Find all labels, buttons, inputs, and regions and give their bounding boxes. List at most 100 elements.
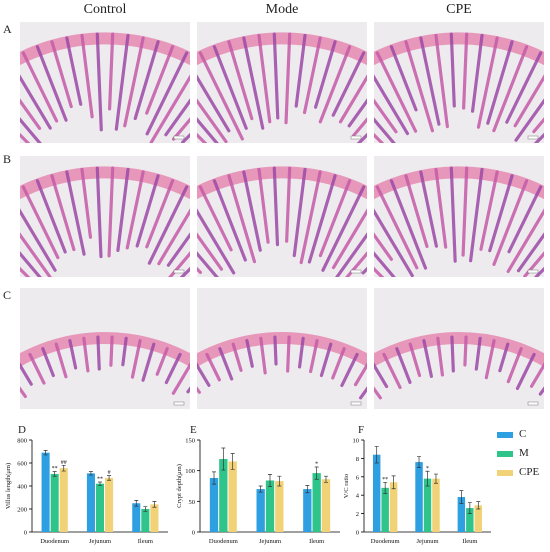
micrograph-image (20, 288, 190, 409)
y-tick-label: 6 (356, 474, 360, 481)
bar-c-duodenum (209, 478, 219, 532)
bar-cpe-jejunum (432, 478, 440, 532)
y-tick-label: 150 (185, 438, 195, 445)
bar-cpe-ileum (150, 504, 159, 532)
micrograph-image (197, 156, 367, 277)
x-tick-label: Ileum (138, 538, 153, 545)
bar-c-jejunum (86, 473, 95, 532)
bar-m-ileum (466, 508, 474, 532)
error-bar (107, 475, 112, 481)
error-bar (391, 475, 396, 490)
micrograph-a-cpe (374, 22, 544, 143)
legend-label-c: C (519, 428, 527, 440)
error-bar (258, 485, 263, 493)
bar-cpe-duodenum (389, 482, 398, 532)
error-bar (221, 447, 226, 471)
y-tick-label: 0 (192, 530, 195, 537)
x-tick-label: Duodenum (371, 538, 400, 545)
row-label-c: C (3, 288, 12, 302)
micrograph-image (374, 22, 544, 143)
y-tick-label: 2 (356, 511, 359, 518)
chart-crypt-depth: 0 50 100 150 Crypt depth(μm) Duodenum Jejunum *… (176, 438, 340, 545)
bar-m-duodenum (219, 459, 228, 532)
row-label-a: A (3, 22, 12, 36)
y-tick-label: 4 (356, 493, 360, 500)
y-tick-label: 800 (17, 438, 27, 445)
y-axis-label: Crypt depth(μm) (176, 464, 183, 508)
significance-marker: ## (61, 460, 67, 466)
bar-m-ileum (141, 509, 150, 532)
micrograph-image (20, 22, 190, 143)
error-bar (43, 450, 48, 456)
micrograph-c-control (20, 288, 190, 409)
micrograph-c-mode (197, 288, 367, 409)
error-bar (314, 466, 319, 480)
column-header-mode: Mode (265, 2, 299, 17)
y-tick-label: 100 (185, 468, 195, 475)
y-tick-label: 8 (356, 456, 359, 463)
micrograph-a-control (20, 22, 190, 143)
y-tick-label: 200 (17, 507, 27, 514)
error-bar (143, 506, 148, 512)
error-bar (425, 470, 430, 487)
y-tick-label: 0 (356, 530, 359, 537)
bar-c-ileum (457, 497, 466, 532)
legend-swatch-c (497, 432, 513, 438)
x-tick-label: Jejunum (416, 538, 438, 545)
column-header-cpe: CPE (446, 2, 472, 17)
bar-c-duodenum (41, 452, 50, 532)
error-bar (152, 501, 157, 508)
error-bar (230, 453, 235, 470)
error-bar (61, 464, 66, 472)
error-bar (88, 471, 93, 476)
legend-label-cpe: CPE (519, 466, 540, 478)
significance-marker: ** (382, 477, 388, 483)
bar-c-jejunum (415, 462, 423, 532)
error-bar (374, 446, 379, 464)
y-tick-label: 0 (24, 530, 27, 537)
bar-cpe-duodenum (59, 468, 68, 532)
micrograph-image (197, 288, 367, 409)
column-header-control: Control (83, 2, 127, 17)
error-bar (277, 475, 282, 487)
micrograph-image (20, 156, 190, 277)
bar-c-duodenum (372, 454, 381, 532)
panel-label-d: D (18, 424, 26, 436)
error-bar (417, 456, 422, 468)
panel-label-f: F (358, 424, 365, 436)
x-tick-label: Duodenum (40, 538, 69, 545)
error-bar (324, 475, 328, 483)
bar-m-jejunum (95, 483, 105, 532)
error-bar (476, 501, 481, 510)
micrograph-image (197, 22, 367, 143)
x-tick-label: Jejunum (259, 538, 281, 545)
x-tick-label: Duodenum (209, 538, 238, 545)
y-axis-label: V/C ratio (343, 474, 350, 498)
significance-marker: ** (97, 476, 103, 482)
bar-cpe-jejunum (105, 477, 114, 532)
bar-cpe-ileum (321, 479, 331, 532)
y-tick-label: 400 (17, 484, 27, 491)
bar-c-ileum (132, 503, 141, 532)
legend-label-m: M (519, 447, 529, 459)
bar-m-jejunum (265, 480, 275, 532)
bar-c-jejunum (256, 489, 265, 532)
bar-m-duodenum (381, 487, 389, 532)
micrograph-b-control (20, 156, 190, 277)
x-tick-label: Ileum (309, 538, 324, 545)
significance-marker: ** (52, 466, 58, 472)
row-label-b: B (3, 152, 12, 166)
error-bar (467, 502, 472, 514)
y-tick-label: 600 (17, 461, 27, 468)
error-bar (459, 490, 464, 504)
micrograph-b-mode (197, 156, 367, 277)
bar-cpe-jejunum (275, 481, 284, 532)
micrograph-image (374, 156, 544, 277)
significance-marker: * (315, 461, 318, 467)
y-tick-label: 50 (189, 499, 196, 506)
significance-marker: # (108, 470, 111, 476)
error-bar (212, 471, 216, 485)
chart-vc-ratio: 0 2 4 6 8 10 V/C ratio ** Duodenum * Jejunum Ileum (343, 438, 491, 545)
panel-label-e: E (190, 424, 197, 436)
